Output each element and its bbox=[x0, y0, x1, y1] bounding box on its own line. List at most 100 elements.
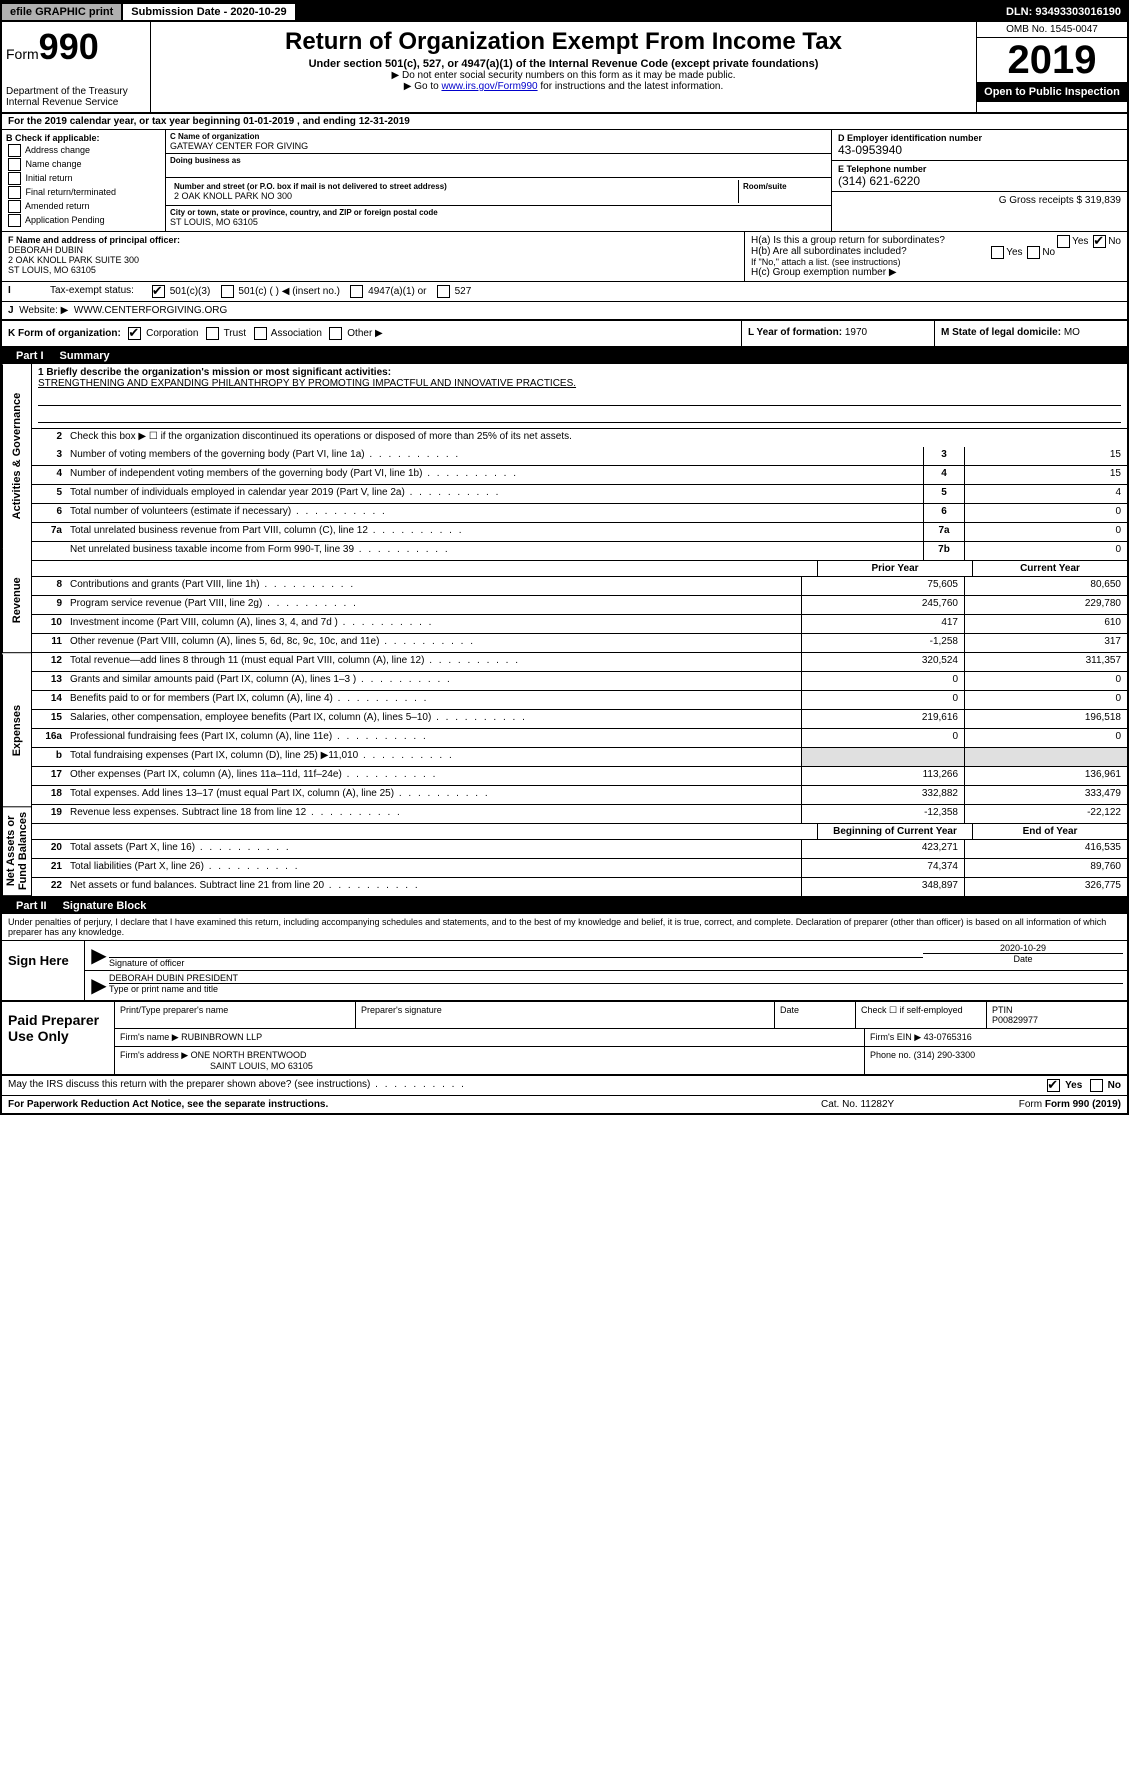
c-name-label: C Name of organization bbox=[170, 132, 827, 141]
line-20: 20 Total assets (Part X, line 16) 423,27… bbox=[32, 840, 1127, 859]
col-d: D Employer identification number 43-0953… bbox=[831, 130, 1127, 231]
line-16a: 16a Professional fundraising fees (Part … bbox=[32, 729, 1127, 748]
chk-trust[interactable] bbox=[206, 327, 219, 340]
col-h: H(a) Is this a group return for subordin… bbox=[745, 232, 1127, 281]
tab-expenses: Expenses bbox=[2, 654, 31, 807]
chk-final[interactable]: Final return/terminated bbox=[6, 186, 161, 199]
part2-header: Part II Signature Block bbox=[2, 898, 1127, 914]
firm-ein: 43-0765316 bbox=[924, 1032, 972, 1042]
ein-label: D Employer identification number bbox=[838, 133, 1121, 143]
chk-address[interactable]: Address change bbox=[6, 144, 161, 157]
form-990: efile GRAPHIC print Submission Date - 20… bbox=[0, 0, 1129, 1115]
header-right: OMB No. 1545-0047 2019 Open to Public In… bbox=[976, 22, 1127, 112]
mission-block: 1 Briefly describe the organization's mi… bbox=[32, 364, 1127, 429]
line-13: 13 Grants and similar amounts paid (Part… bbox=[32, 672, 1127, 691]
hdr-begin: Beginning of Current Year bbox=[817, 824, 972, 839]
part1-body: 1 Briefly describe the organization's mi… bbox=[32, 364, 1127, 896]
dept: Department of the Treasury Internal Reve… bbox=[6, 86, 146, 108]
chk-discuss-yes[interactable] bbox=[1047, 1079, 1060, 1092]
chk-pending[interactable]: Application Pending bbox=[6, 214, 161, 227]
line-a: For the 2019 calendar year, or tax year … bbox=[2, 114, 1127, 130]
col-b: B Check if applicable: Address change Na… bbox=[2, 130, 166, 231]
room-label: Room/suite bbox=[743, 182, 823, 191]
irs-link[interactable]: www.irs.gov/Form990 bbox=[441, 81, 537, 92]
chk-other[interactable] bbox=[329, 327, 342, 340]
submission-date: Submission Date - 2020-10-29 bbox=[123, 4, 294, 20]
row-fh: F Name and address of principal officer:… bbox=[2, 232, 1127, 282]
line-14: 14 Benefits paid to or for members (Part… bbox=[32, 691, 1127, 710]
tax-year: 2019 bbox=[977, 38, 1127, 82]
org-city: ST LOUIS, MO 63105 bbox=[170, 217, 827, 227]
efile-button[interactable]: efile GRAPHIC print bbox=[2, 4, 121, 20]
line-15: 15 Salaries, other compensation, employe… bbox=[32, 710, 1127, 729]
perjury-text: Under penalties of perjury, I declare th… bbox=[2, 914, 1127, 941]
header-center: Return of Organization Exempt From Incom… bbox=[151, 22, 976, 112]
mission-text: STRENGTHENING AND EXPANDING PHILANTHROPY… bbox=[38, 378, 1121, 389]
tab-governance: Activities & Governance bbox=[2, 364, 31, 548]
firm-phone: (314) 290-3300 bbox=[914, 1050, 976, 1060]
tab-netassets: Net Assets or Fund Balances bbox=[2, 807, 31, 896]
line-11: 11 Other revenue (Part VIII, column (A),… bbox=[32, 634, 1127, 653]
line-18: 18 Total expenses. Add lines 13–17 (must… bbox=[32, 786, 1127, 805]
chk-discuss-no[interactable] bbox=[1090, 1079, 1103, 1092]
phone: (314) 621-6220 bbox=[838, 174, 1121, 188]
sign-block: Sign Here ▶ Signature of officer 2020-10… bbox=[2, 941, 1127, 1002]
sig-date: 2020-10-29 bbox=[923, 943, 1123, 954]
addr-label: Number and street (or P.O. box if mail i… bbox=[174, 182, 734, 191]
part1: Activities & Governance Revenue Expenses… bbox=[2, 364, 1127, 898]
sig-name: DEBORAH DUBIN PRESIDENT bbox=[109, 973, 1123, 984]
chk-501c3[interactable] bbox=[152, 285, 165, 298]
gross-receipts: G Gross receipts $ 319,839 bbox=[999, 195, 1121, 206]
dba-label: Doing business as bbox=[170, 156, 827, 165]
footer: For Paperwork Reduction Act Notice, see … bbox=[2, 1096, 1127, 1113]
col-c: C Name of organization GATEWAY CENTER FO… bbox=[166, 130, 831, 231]
paid-label: Paid Preparer Use Only bbox=[2, 1002, 115, 1074]
chk-527[interactable] bbox=[437, 285, 450, 298]
open-inspection: Open to Public Inspection bbox=[977, 82, 1127, 102]
line-10: 10 Investment income (Part VIII, column … bbox=[32, 615, 1127, 634]
note-goto: ▶ Go to www.irs.gov/Form990 for instruct… bbox=[155, 81, 972, 92]
state-domicile: MO bbox=[1064, 327, 1080, 338]
website: WWW.CENTERFORGIVING.ORG bbox=[74, 305, 227, 316]
ptin: P00829977 bbox=[992, 1015, 1122, 1025]
row-klm: K Form of organization: Corporation Trus… bbox=[2, 321, 1127, 348]
chk-corp[interactable] bbox=[128, 327, 141, 340]
line-6: 6 Total number of volunteers (estimate i… bbox=[32, 504, 1127, 523]
line-9: 9 Program service revenue (Part VIII, li… bbox=[32, 596, 1127, 615]
line-4: 4 Number of independent voting members o… bbox=[32, 466, 1127, 485]
chk-4947[interactable] bbox=[350, 285, 363, 298]
form-title: Return of Organization Exempt From Incom… bbox=[155, 28, 972, 56]
line-7a: 7a Total unrelated business revenue from… bbox=[32, 523, 1127, 542]
chk-assoc[interactable] bbox=[254, 327, 267, 340]
row-j: J Website: ▶ WWW.CENTERFORGIVING.ORG bbox=[2, 302, 1127, 321]
line-8: 8 Contributions and grants (Part VIII, l… bbox=[32, 577, 1127, 596]
note-ssn: ▶ Do not enter social security numbers o… bbox=[155, 70, 972, 81]
topbar: efile GRAPHIC print Submission Date - 20… bbox=[2, 2, 1127, 22]
chk-name[interactable]: Name change bbox=[6, 158, 161, 171]
officer-name: DEBORAH DUBIN bbox=[8, 245, 738, 255]
form-subtitle: Under section 501(c), 527, or 4947(a)(1)… bbox=[155, 58, 972, 70]
chk-initial[interactable]: Initial return bbox=[6, 172, 161, 185]
org-name: GATEWAY CENTER FOR GIVING bbox=[170, 141, 827, 151]
dln: DLN: 93493303016190 bbox=[1006, 6, 1127, 18]
officer-addr2: ST LOUIS, MO 63105 bbox=[8, 265, 738, 275]
row-i: I Tax-exempt status: 501(c)(3) 501(c) ( … bbox=[2, 282, 1127, 302]
discuss-row: May the IRS discuss this return with the… bbox=[2, 1076, 1127, 1096]
firm-addr: ONE NORTH BRENTWOOD bbox=[191, 1050, 307, 1060]
chk-amended[interactable]: Amended return bbox=[6, 200, 161, 213]
firm-name: RUBINBROWN LLP bbox=[181, 1032, 262, 1042]
paid-block: Paid Preparer Use Only Print/Type prepar… bbox=[2, 1002, 1127, 1076]
officer-addr1: 2 OAK KNOLL PARK SUITE 300 bbox=[8, 255, 738, 265]
hc: H(c) Group exemption number ▶ bbox=[751, 267, 1121, 278]
line-19: 19 Revenue less expenses. Subtract line … bbox=[32, 805, 1127, 824]
chk-501c[interactable] bbox=[221, 285, 234, 298]
hdr-end: End of Year bbox=[972, 824, 1127, 839]
omb: OMB No. 1545-0047 bbox=[977, 22, 1127, 38]
hdr-prior: Prior Year bbox=[817, 561, 972, 576]
section-bcd: B Check if applicable: Address change Na… bbox=[2, 130, 1127, 232]
line-12: 12 Total revenue—add lines 8 through 11 … bbox=[32, 653, 1127, 672]
hdr-current: Current Year bbox=[972, 561, 1127, 576]
form-label: Form bbox=[6, 46, 39, 62]
city-label: City or town, state or province, country… bbox=[170, 208, 827, 217]
header-left: Form990 Department of the Treasury Inter… bbox=[2, 22, 151, 112]
